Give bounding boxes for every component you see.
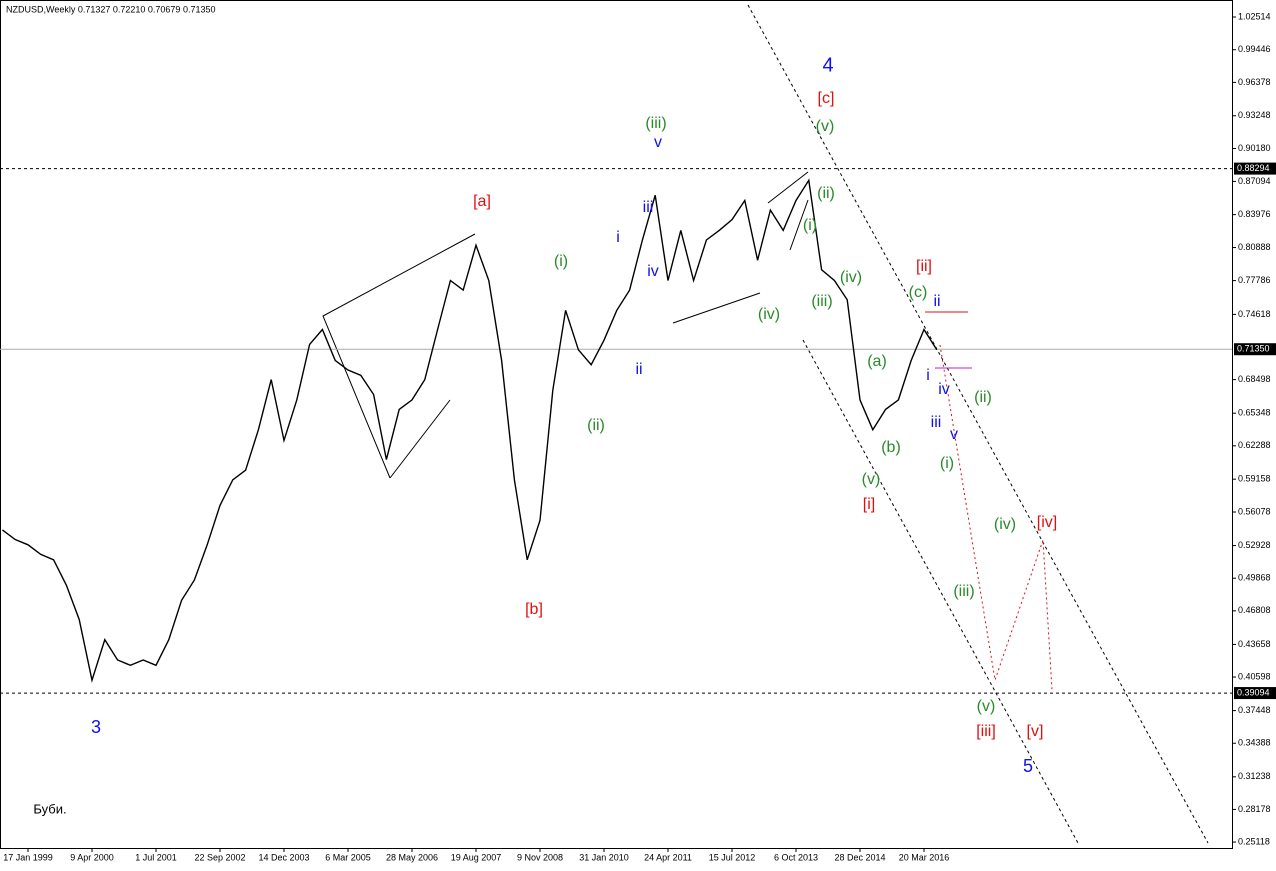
- y-tick-label: 0.37448: [1238, 705, 1271, 715]
- level-label: 0.88294: [1237, 163, 1270, 173]
- y-tick-label: 0.68498: [1238, 374, 1271, 384]
- y-tick-label: 0.56078: [1238, 506, 1271, 516]
- y-tick-label: 0.49868: [1238, 573, 1271, 583]
- wave-label: (a): [867, 353, 887, 370]
- wave-label: (i): [803, 217, 817, 234]
- level-label-box: [1234, 162, 1276, 175]
- wave-label: (iv): [758, 306, 780, 323]
- y-tick-label: 0.80888: [1238, 242, 1271, 252]
- level-label-box: [1234, 343, 1276, 356]
- x-tick-label: 15 Jul 2012: [709, 852, 756, 862]
- x-tick-label: 1 Jul 2001: [135, 852, 177, 862]
- wave-label: (c): [909, 284, 928, 301]
- x-tick-label: 19 Aug 2007: [451, 852, 502, 862]
- y-tick-label: 0.65348: [1238, 408, 1271, 418]
- y-tick-label: 0.96378: [1238, 77, 1271, 87]
- wave-label: Буби.: [33, 801, 66, 816]
- wave-label: [b]: [525, 601, 543, 618]
- y-tick-label: 0.83976: [1238, 209, 1271, 219]
- y-tick-label: 0.40598: [1238, 671, 1271, 681]
- y-tick-label: 0.90180: [1238, 143, 1271, 153]
- y-tick-label: 0.25118: [1238, 836, 1270, 846]
- wave-label: [iv]: [1037, 514, 1057, 531]
- y-tick-label: 0.43658: [1238, 639, 1271, 649]
- wave-label: (ii): [587, 417, 605, 434]
- wedge-line: [767, 171, 809, 204]
- wave-label: (b): [881, 439, 901, 456]
- wave-label: (iv): [994, 516, 1016, 533]
- x-tick-label: 9 Nov 2008: [517, 852, 563, 862]
- wave-label: i: [616, 229, 620, 246]
- wave-label: iii: [931, 414, 942, 431]
- wave-label: (i): [554, 253, 568, 270]
- y-tick-label: 0.87094: [1238, 176, 1271, 186]
- wedge-line: [389, 399, 451, 479]
- y-tick-label: 0.93248: [1238, 110, 1271, 120]
- wedge-line: [672, 292, 761, 324]
- y-tick-label: 0.74618: [1238, 309, 1271, 319]
- level-label: 0.71350: [1237, 344, 1270, 354]
- y-tick-label: 0.62288: [1238, 440, 1271, 450]
- y-tick-label: 0.34388: [1238, 738, 1271, 748]
- y-tick-label: 1.02514: [1238, 11, 1271, 21]
- x-tick-label: 31 Jan 2010: [579, 852, 629, 862]
- wave-label: (i): [940, 455, 954, 472]
- wave-label: v: [654, 134, 662, 151]
- wave-label: [i]: [863, 496, 875, 513]
- wave-label: v: [950, 426, 958, 443]
- wave-label: (iv): [840, 269, 862, 286]
- y-tick-label: 0.28178: [1238, 804, 1271, 814]
- price-line: [1, 178, 938, 683]
- wave-label: ii: [933, 293, 940, 310]
- x-tick-label: 28 Dec 2014: [834, 852, 885, 862]
- wedge-line: [789, 199, 809, 251]
- wave-label: i: [926, 367, 930, 384]
- wave-label: [v]: [1027, 723, 1044, 740]
- y-tick-label: 0.99446: [1238, 44, 1271, 54]
- wave-label: ii: [635, 361, 642, 378]
- wave-label: (v): [862, 471, 881, 488]
- wave-label: (v): [816, 118, 835, 135]
- wave-label: [iii]: [976, 723, 996, 740]
- x-tick-label: 24 Apr 2011: [644, 852, 692, 862]
- x-tick-label: 9 Apr 2000: [70, 852, 114, 862]
- wave-label: 3: [91, 717, 101, 737]
- plot-frame: [0, 0, 1233, 849]
- x-tick-label: 14 Dec 2003: [258, 852, 309, 862]
- wave-label: [a]: [473, 193, 491, 210]
- x-tick-label: 28 May 2006: [386, 852, 438, 862]
- y-tick-label: 0.77786: [1238, 275, 1271, 285]
- y-tick-label: 0.46808: [1238, 605, 1271, 615]
- wave-label: [c]: [818, 90, 835, 107]
- wave-label: iii: [643, 199, 654, 216]
- y-tick-label: 0.52928: [1238, 540, 1271, 550]
- wave-label: (iii): [953, 583, 974, 600]
- x-tick-label: 6 Oct 2013: [774, 852, 818, 862]
- wave-label: [ii]: [916, 258, 932, 275]
- y-tick-label: 0.31238: [1238, 771, 1271, 781]
- chart-title: NZDUSD,Weekly 0.71327 0.72210 0.70679 0.…: [6, 4, 215, 14]
- wave-label: 5: [1023, 756, 1033, 776]
- wave-label: iv: [647, 263, 659, 280]
- wave-label: (iii): [811, 293, 832, 310]
- drawings: [322, 4, 1209, 844]
- wave-label: iv: [938, 381, 950, 398]
- x-tick-label: 6 Mar 2005: [325, 852, 371, 862]
- wave-label: (ii): [817, 185, 835, 202]
- level-label: 0.39094: [1237, 687, 1270, 697]
- wedge-line: [322, 233, 476, 479]
- x-tick-label: 22 Sep 2002: [194, 852, 245, 862]
- wave-label: (iii): [645, 115, 666, 132]
- wave-label: 4: [822, 54, 833, 76]
- x-tick-label: 20 Mar 2016: [899, 852, 950, 862]
- wave-label: (ii): [974, 389, 992, 406]
- level-label-box: [1234, 687, 1276, 700]
- y-tick-label: 0.59158: [1238, 474, 1271, 484]
- wave-label: (v): [977, 698, 996, 715]
- x-tick-label: 17 Jan 1999: [3, 852, 53, 862]
